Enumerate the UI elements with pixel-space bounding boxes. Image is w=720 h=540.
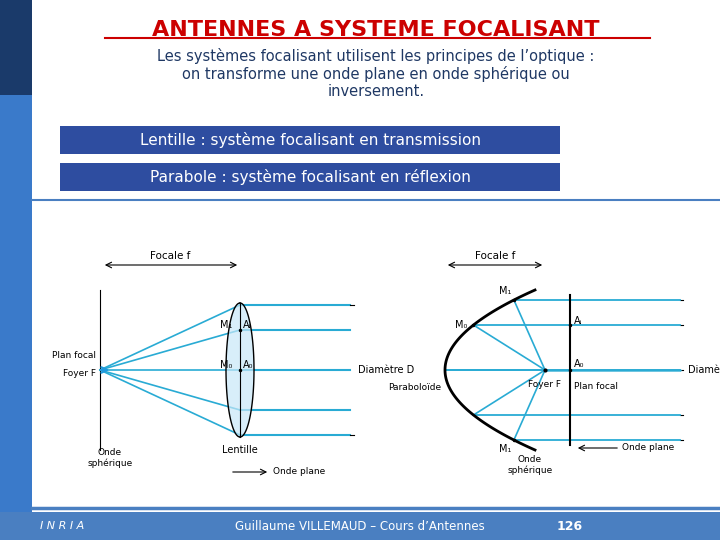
Text: Guillaume VILLEMAUD – Cours d’Antennes: Guillaume VILLEMAUD – Cours d’Antennes	[235, 519, 485, 532]
Bar	[0, 0, 32, 540]
Polygon shape	[226, 303, 254, 437]
Text: Onde
sphérique: Onde sphérique	[87, 448, 132, 468]
Text: on transforme une onde plane en onde sphérique ou: on transforme une onde plane en onde sph…	[182, 66, 570, 82]
Bar	[0, 512, 720, 540]
Text: Foyer F: Foyer F	[528, 380, 562, 389]
Bar	[0, 0, 32, 95]
Text: I N R I A: I N R I A	[40, 521, 84, 531]
Text: Focale f: Focale f	[474, 251, 516, 261]
Text: 126: 126	[557, 519, 583, 532]
Text: Focale f: Focale f	[150, 251, 190, 261]
Text: Diamètre D: Diamètre D	[358, 365, 414, 375]
Text: Aᵢ: Aᵢ	[243, 320, 251, 330]
Text: Parabole : système focalisant en réflexion: Parabole : système focalisant en réflexi…	[150, 169, 470, 185]
Text: Lentille : système focalisant en transmission: Lentille : système focalisant en transmi…	[140, 132, 480, 148]
Text: M₀: M₀	[220, 360, 232, 370]
Text: Paraboloïde: Paraboloïde	[388, 383, 441, 393]
Text: Onde plane: Onde plane	[622, 443, 674, 453]
Text: Plan focal: Plan focal	[574, 382, 618, 391]
Text: M₁: M₁	[498, 286, 511, 296]
Text: Plan focal: Plan focal	[52, 350, 96, 360]
Bar	[60, 163, 560, 191]
Text: Les systèmes focalisant utilisent les principes de l’optique :: Les systèmes focalisant utilisent les pr…	[157, 48, 595, 64]
Text: Onde
sphérique: Onde sphérique	[508, 455, 553, 475]
Bar	[0, 95, 32, 540]
Text: Foyer F: Foyer F	[63, 369, 96, 379]
Text: Lentille: Lentille	[222, 445, 258, 455]
Text: M₁: M₁	[220, 320, 232, 330]
Text: A₀: A₀	[243, 360, 253, 370]
Text: Aᵢ: Aᵢ	[574, 316, 582, 326]
Text: ANTENNES A SYSTEME FOCALISANT: ANTENNES A SYSTEME FOCALISANT	[152, 20, 600, 40]
Text: Onde plane: Onde plane	[273, 468, 325, 476]
Text: M₀: M₀	[455, 320, 467, 330]
Text: inversement.: inversement.	[328, 84, 425, 99]
Bar	[60, 126, 560, 154]
Text: Diamètre D: Diamètre D	[688, 365, 720, 375]
Text: M₁: M₁	[498, 444, 511, 454]
Text: A₀: A₀	[574, 359, 585, 369]
